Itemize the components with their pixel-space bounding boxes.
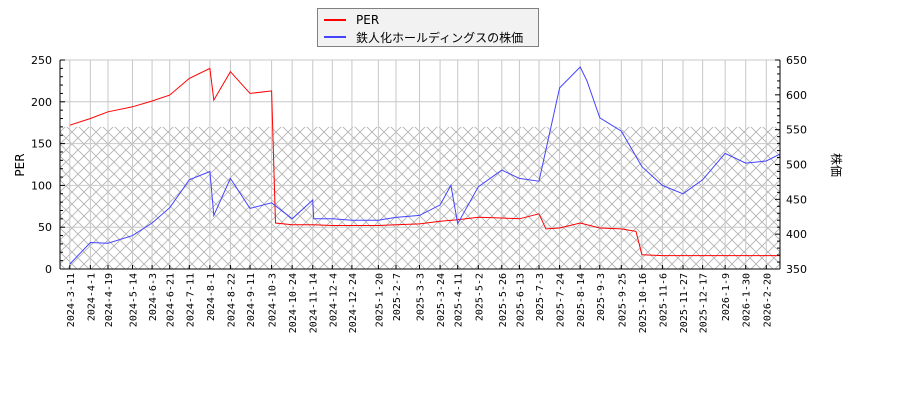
legend-label-per: PER — [356, 13, 380, 27]
x-tick-label: 2024-4-1 — [86, 273, 97, 321]
x-tick-label: 2024-11-14 — [309, 273, 320, 333]
x-tick-label: 2024-10-3 — [268, 273, 279, 327]
y-right-tick-label: 600 — [786, 89, 807, 102]
y-left-tick-label: 50 — [38, 221, 52, 234]
x-tick-label: 2025-11-6 — [658, 273, 669, 327]
x-tick-label: 2024-5-14 — [128, 273, 139, 327]
x-tick-label: 2024-9-11 — [246, 273, 257, 327]
x-tick-label: 2024-8-22 — [226, 273, 237, 327]
x-tick-label: 2025-5-2 — [474, 273, 485, 321]
y-right-tick-label: 350 — [786, 263, 807, 276]
x-tick-label: 2025-9-3 — [596, 273, 607, 321]
x-tick-label: 2024-10-24 — [288, 273, 299, 333]
y-left-tick-label: 150 — [31, 138, 52, 151]
y-axis-left-title: PER — [13, 153, 27, 176]
y-axis-right-title: 株価 — [829, 153, 844, 177]
x-tick-label: 2024-12-4 — [328, 273, 339, 327]
x-tick-label: 2026-1-30 — [742, 273, 753, 327]
y-right-tick-label: 550 — [786, 124, 807, 137]
x-tick-label: 2025-8-14 — [576, 273, 587, 327]
x-axis-tick-labels: 2024-3-11 2024-4-1 2024-4-19 2024-5-14 2024-… — [66, 273, 773, 333]
series-price-line — [69, 66, 781, 265]
x-tick-label: 2025-5-26 — [498, 273, 509, 327]
y-axis-left-labels: 0 50 100 150 200 250 — [31, 54, 52, 276]
y-left-tick-label: 250 — [31, 54, 52, 67]
legend-item-price: 鉄人化ホールディングスの株価 — [324, 29, 523, 45]
x-tick-label: 2024-3-11 — [66, 273, 77, 327]
x-tick-label: 2025-3-24 — [436, 273, 447, 327]
x-tick-label: 2024-12-24 — [348, 273, 359, 333]
y-left-tick-label: 200 — [31, 96, 52, 109]
legend-swatch-per — [324, 19, 346, 21]
y-left-tick-label: 100 — [31, 179, 52, 192]
x-tick-label: 2024-6-3 — [148, 273, 159, 321]
x-tick-label: 2025-4-11 — [454, 273, 465, 327]
y-right-tick-label: 500 — [786, 159, 807, 172]
x-tick-label: 2025-2-7 — [392, 273, 403, 321]
x-tick-label: 2025-7-3 — [535, 273, 546, 321]
x-tick-label: 2025-3-3 — [416, 273, 427, 321]
x-tick-label: 2026-1-9 — [721, 273, 732, 321]
series-per-line — [69, 67, 780, 257]
x-tick-label: 2025-1-20 — [374, 273, 385, 327]
y-left-tick-label: 0 — [45, 263, 52, 276]
x-tick-label: 2025-10-16 — [638, 273, 649, 333]
series-lines — [69, 66, 781, 265]
x-tick-label: 2025-11-27 — [679, 273, 690, 333]
legend-label-price: 鉄人化ホールディングスの株価 — [356, 30, 524, 45]
x-tick-label: 2025-7-24 — [556, 273, 567, 327]
x-tick-label: 2024-4-19 — [104, 273, 115, 327]
y-right-tick-label: 650 — [786, 54, 807, 67]
x-tick-label: 2024-7-11 — [185, 273, 196, 327]
y-right-tick-label: 400 — [786, 228, 807, 241]
x-tick-label: 2025-6-13 — [515, 273, 526, 327]
axes — [59, 59, 781, 270]
legend-item-per: PER — [324, 12, 379, 28]
y-right-tick-label: 450 — [786, 193, 807, 206]
legend-swatch-price — [324, 36, 346, 38]
x-tick-label: 2026-2-20 — [762, 273, 773, 327]
x-tick-label: 2024-6-21 — [166, 273, 177, 327]
x-tick-label: 2024-8-1 — [206, 273, 217, 321]
x-tick-label: 2025-12-17 — [699, 273, 710, 333]
legend: PER 鉄人化ホールディングスの株価 — [317, 8, 539, 47]
grid-lines — [60, 59, 780, 270]
x-tick-label: 2025-9-25 — [617, 273, 628, 327]
y-axis-right-labels: 350 400 450 500 550 600 650 — [786, 54, 807, 276]
